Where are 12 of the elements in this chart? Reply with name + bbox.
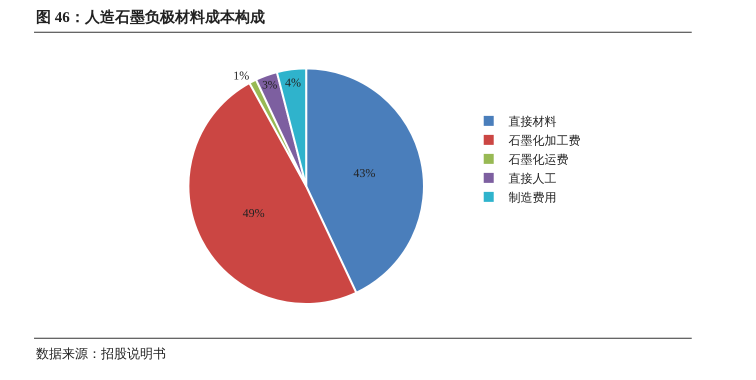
legend-label: 石墨化加工费: [508, 134, 581, 148]
legend-label: 石墨化运费: [508, 152, 569, 167]
source-note: 数据来源：招股说明书: [36, 346, 166, 361]
data-label: 1%: [233, 68, 250, 83]
legend-label: 直接人工: [508, 172, 557, 186]
data-label: 4%: [285, 75, 302, 90]
legend-label: 直接材料: [508, 114, 557, 129]
data-label: 3%: [262, 80, 278, 92]
chart-title: 图 46：人造石墨负极材料成本构成: [36, 9, 265, 26]
data-label: 43%: [353, 166, 376, 180]
legend-label: 制造费用: [508, 190, 557, 205]
data-label: 49%: [242, 206, 265, 220]
